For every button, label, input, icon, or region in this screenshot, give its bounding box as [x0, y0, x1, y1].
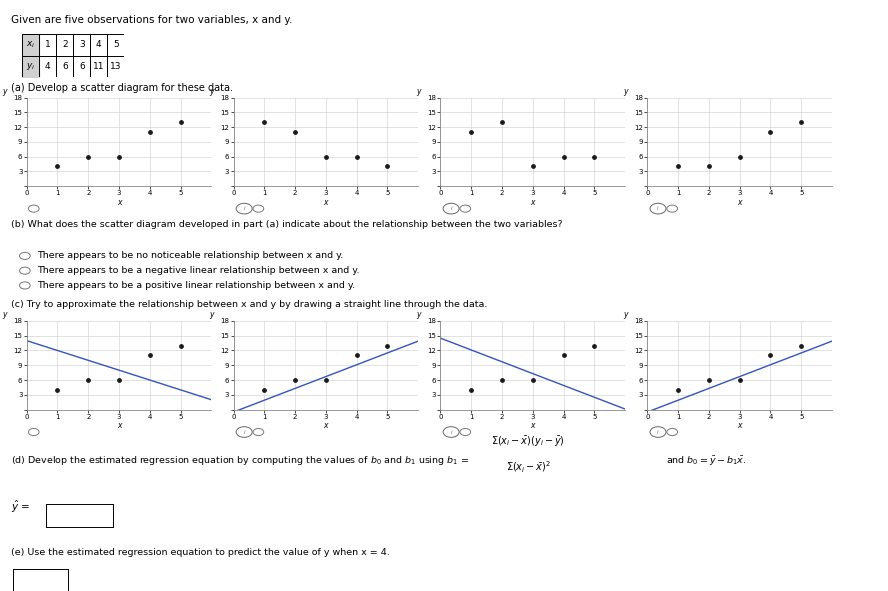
Point — [794, 118, 808, 127]
Point — [51, 385, 65, 395]
Text: and $b_0 = \bar{y} - b_1\bar{x}$.: and $b_0 = \bar{y} - b_1\bar{x}$. — [666, 454, 747, 467]
Text: i: i — [450, 206, 452, 211]
Text: 11: 11 — [93, 61, 105, 71]
Y-axis label: y: y — [210, 87, 214, 96]
Point — [557, 350, 571, 360]
X-axis label: x: x — [323, 421, 329, 430]
Point — [526, 375, 540, 385]
Y-axis label: y: y — [416, 87, 421, 96]
Y-axis label: y: y — [623, 310, 628, 319]
Point — [671, 162, 686, 171]
Text: 6: 6 — [62, 61, 67, 71]
Text: 4: 4 — [45, 61, 51, 71]
Point — [587, 152, 601, 161]
Text: (d) Develop the estimated regression equation by computing the values of $b_0$ a: (d) Develop the estimated regression equ… — [11, 454, 469, 467]
X-axis label: x: x — [116, 421, 122, 430]
Point — [587, 341, 601, 350]
Point — [258, 118, 272, 127]
Point — [733, 375, 747, 385]
Y-axis label: y: y — [623, 87, 628, 96]
Y-axis label: y: y — [210, 310, 214, 319]
Point — [380, 162, 394, 171]
Point — [112, 375, 126, 385]
Point — [350, 152, 364, 161]
Text: (c) Try to approximate the relationship between x and y by drawing a straight li: (c) Try to approximate the relationship … — [11, 300, 487, 309]
Text: i: i — [657, 430, 659, 434]
Text: $\Sigma(x_i - \bar{x})(y_i - \bar{y})$: $\Sigma(x_i - \bar{x})(y_i - \bar{y})$ — [491, 434, 566, 449]
Y-axis label: y: y — [3, 310, 7, 319]
Point — [671, 385, 686, 395]
Text: 13: 13 — [110, 61, 122, 71]
Text: Given are five observations for two variables, x and y.: Given are five observations for two vari… — [11, 15, 292, 25]
Text: 4: 4 — [96, 40, 101, 50]
Point — [495, 375, 509, 385]
Text: i: i — [243, 206, 245, 211]
Text: $y_i$: $y_i$ — [26, 61, 36, 72]
Point — [288, 375, 302, 385]
Text: $\hat{y}$ =: $\hat{y}$ = — [11, 498, 30, 515]
Point — [143, 127, 157, 137]
Point — [81, 152, 95, 161]
Text: 2: 2 — [62, 40, 67, 50]
Point — [173, 341, 187, 350]
Y-axis label: y: y — [416, 310, 421, 319]
Text: i: i — [657, 206, 659, 211]
Text: (b) What does the scatter diagram developed in part (a) indicate about the relat: (b) What does the scatter diagram develo… — [11, 220, 562, 229]
X-axis label: x: x — [737, 421, 742, 430]
X-axis label: x: x — [737, 198, 742, 207]
Y-axis label: y: y — [3, 87, 7, 96]
Text: There appears to be no noticeable relationship between x and y.: There appears to be no noticeable relati… — [37, 251, 344, 261]
Point — [526, 162, 540, 171]
Point — [464, 127, 479, 137]
Point — [702, 162, 716, 171]
Text: 3: 3 — [79, 40, 84, 50]
Point — [764, 127, 778, 137]
X-axis label: x: x — [323, 198, 329, 207]
Text: 6: 6 — [79, 61, 84, 71]
Point — [143, 350, 157, 360]
Point — [350, 350, 364, 360]
Point — [464, 385, 479, 395]
Text: i: i — [243, 430, 245, 434]
Text: i: i — [450, 430, 452, 434]
Point — [794, 341, 808, 350]
Point — [764, 350, 778, 360]
Text: There appears to be a positive linear relationship between x and y.: There appears to be a positive linear re… — [37, 281, 355, 290]
Text: $x_i$: $x_i$ — [26, 40, 36, 50]
Text: 5: 5 — [113, 40, 119, 50]
Point — [319, 152, 333, 161]
Point — [495, 118, 509, 127]
X-axis label: x: x — [530, 421, 535, 430]
Point — [557, 152, 571, 161]
Point — [702, 375, 716, 385]
Point — [173, 118, 187, 127]
Point — [51, 162, 65, 171]
X-axis label: x: x — [116, 198, 122, 207]
Text: (a) Develop a scatter diagram for these data.: (a) Develop a scatter diagram for these … — [11, 83, 233, 93]
Point — [112, 152, 126, 161]
Text: (e) Use the estimated regression equation to predict the value of y when x = 4.: (e) Use the estimated regression equatio… — [11, 548, 390, 557]
Point — [288, 127, 302, 137]
Point — [319, 375, 333, 385]
Point — [258, 385, 272, 395]
X-axis label: x: x — [530, 198, 535, 207]
Text: $\Sigma(x_i - \bar{x})^2$: $\Sigma(x_i - \bar{x})^2$ — [506, 460, 551, 475]
Text: There appears to be a negative linear relationship between x and y.: There appears to be a negative linear re… — [37, 266, 360, 275]
Text: 1: 1 — [45, 40, 51, 50]
Point — [81, 375, 95, 385]
Point — [733, 152, 747, 161]
Point — [380, 341, 394, 350]
